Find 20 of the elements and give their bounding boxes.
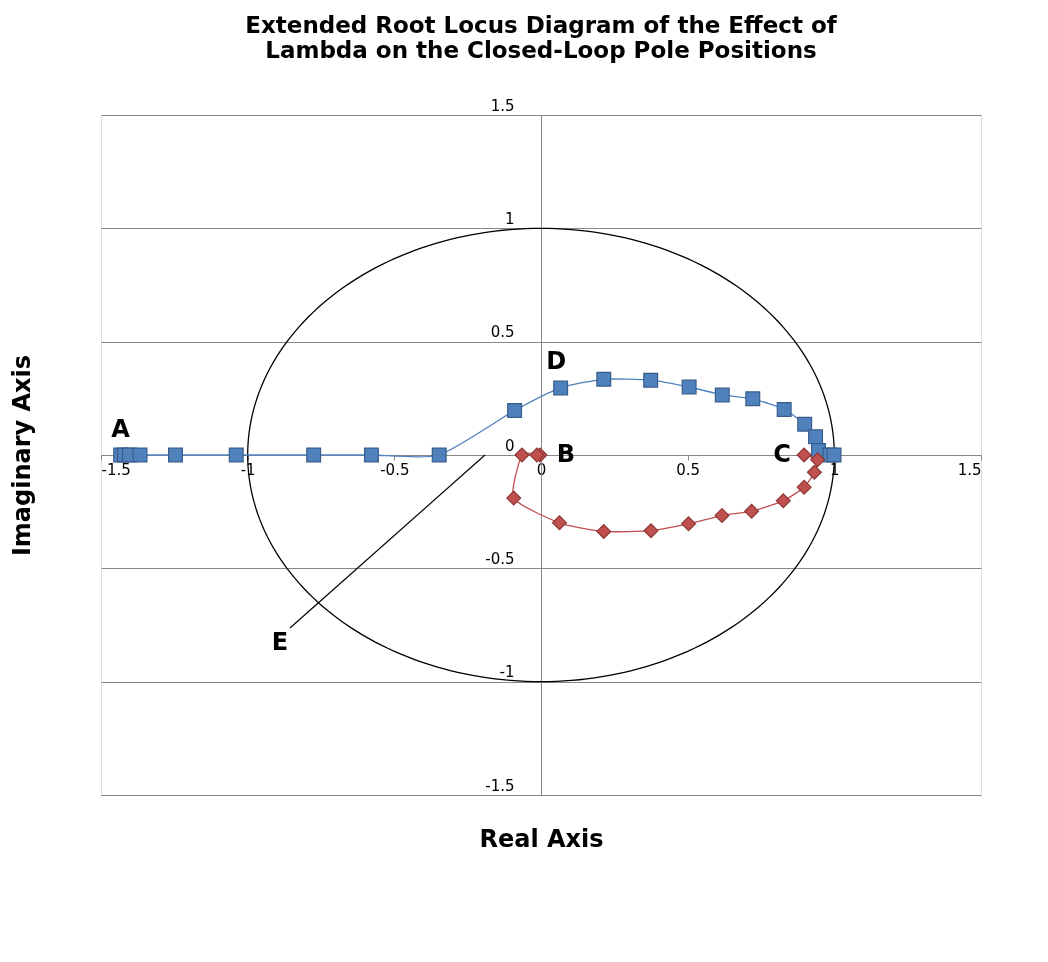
x-tick-label: -0.5 xyxy=(380,460,410,479)
x-tick-label: 1.5 xyxy=(957,460,982,479)
annotation: A xyxy=(111,415,131,444)
x-tick-label: 0.5 xyxy=(676,460,701,479)
annotation: C xyxy=(773,440,791,468)
text: Extended Root Locus Diagram of the Effect of xyxy=(245,12,837,38)
annotation: E xyxy=(271,628,289,656)
annotation: B xyxy=(556,440,576,468)
y-tick-label: -0.5 xyxy=(485,549,515,568)
y-tick-label: 1.5 xyxy=(490,96,515,115)
annotation: D xyxy=(546,346,567,375)
text: Lambda on the Closed-Loop Pole Positions xyxy=(265,37,817,63)
y-tick-label: -1 xyxy=(499,663,515,682)
y-tick-label: 1 xyxy=(504,209,515,228)
x-tick-label: -1.5 xyxy=(101,460,131,479)
y-axis-title: Imaginary Axis xyxy=(8,354,37,557)
y-tick-label: -1.5 xyxy=(485,776,515,795)
x-axis-title: Real Axis xyxy=(479,824,604,853)
y-tick-label: 0.5 xyxy=(490,323,515,342)
y-tick-label: 0 xyxy=(504,436,515,455)
